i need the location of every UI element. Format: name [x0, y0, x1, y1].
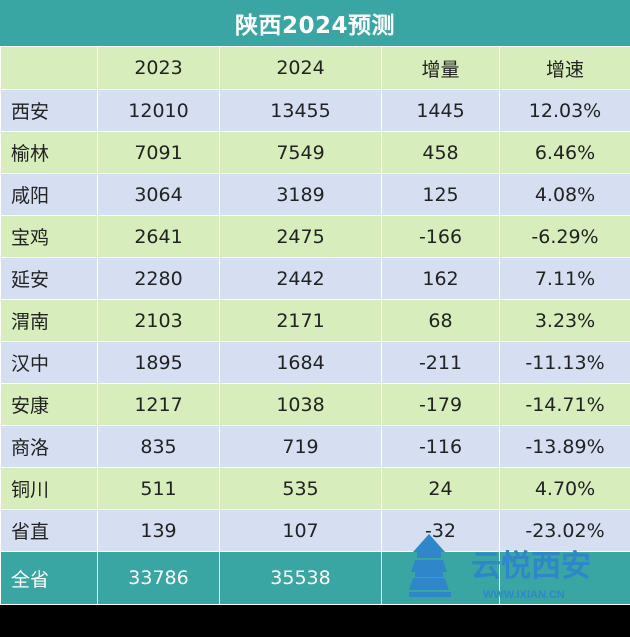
header-cell-growth: 增速	[499, 46, 630, 90]
table-frame: 陕西2024预测 2023 2024 增量 增速 西安 12010 13455 144…	[0, 0, 630, 605]
growth-rate-cell: 3.23%	[499, 299, 630, 342]
increase-cell: 458	[381, 131, 500, 174]
watermark-logo: WWW.IXIAN.CN 云悦西安	[409, 534, 591, 601]
value-2024-cell: 535	[219, 467, 382, 510]
forecast-table: 2023 2024 增量 增速 西安 12010 13455 1445 12.03% 榆林…	[0, 46, 630, 605]
header-cell-2024: 2024	[219, 46, 382, 90]
growth-rate-cell: -14.71%	[499, 383, 630, 426]
growth-rate-cell: 4.08%	[499, 173, 630, 216]
total-2023-cell: 33786	[97, 551, 220, 605]
watermark-url: WWW.IXIAN.CN	[483, 589, 565, 601]
growth-rate-cell: -6.29%	[499, 215, 630, 258]
value-2023-cell: 139	[97, 509, 220, 552]
table-row: 西安 12010 13455 1445 12.03%	[0, 89, 630, 132]
increase-cell: 125	[381, 173, 500, 216]
value-2023-cell: 2280	[97, 257, 220, 300]
growth-rate-cell: 7.11%	[499, 257, 630, 300]
value-2023-cell: 835	[97, 425, 220, 468]
title-bar: 陕西2024预测	[0, 0, 630, 46]
value-2023-cell: 511	[97, 467, 220, 510]
total-growth-cell	[499, 551, 630, 605]
region-cell: 延安	[0, 257, 98, 300]
table-row: 咸阳 3064 3189 125 4.08%	[0, 173, 630, 216]
table-row: 汉中 1895 1684 -211 -11.13%	[0, 341, 630, 384]
region-cell: 咸阳	[0, 173, 98, 216]
value-2023-cell: 1895	[97, 341, 220, 384]
growth-rate-cell: 12.03%	[499, 89, 630, 132]
watermark-brand-text: 云悦西安	[471, 549, 591, 584]
increase-cell: 24	[381, 467, 500, 510]
header-cell-blank	[0, 46, 98, 90]
value-2024-cell: 13455	[219, 89, 382, 132]
region-cell: 安康	[0, 383, 98, 426]
value-2024-cell: 1684	[219, 341, 382, 384]
region-cell: 西安	[0, 89, 98, 132]
value-2023-cell: 1217	[97, 383, 220, 426]
value-2024-cell: 719	[219, 425, 382, 468]
table-row: 渭南 2103 2171 68 3.23%	[0, 299, 630, 342]
black-bottom-bar	[0, 605, 630, 637]
tower-icon	[409, 534, 451, 597]
value-2023-cell: 7091	[97, 131, 220, 174]
increase-cell: -166	[381, 215, 500, 258]
value-2024-cell: 107	[219, 509, 382, 552]
value-2023-cell: 12010	[97, 89, 220, 132]
value-2023-cell: 2103	[97, 299, 220, 342]
growth-rate-cell: -23.02%	[499, 509, 630, 552]
region-cell: 商洛	[0, 425, 98, 468]
table-row: 宝鸡 2641 2475 -166 -6.29%	[0, 215, 630, 258]
region-cell: 铜川	[0, 467, 98, 510]
growth-rate-cell: -13.89%	[499, 425, 630, 468]
value-2023-cell: 3064	[97, 173, 220, 216]
value-2024-cell: 3189	[219, 173, 382, 216]
growth-rate-cell: 6.46%	[499, 131, 630, 174]
value-2024-cell: 2475	[219, 215, 382, 258]
value-2024-cell: 7549	[219, 131, 382, 174]
increase-cell: 1445	[381, 89, 500, 132]
value-2024-cell: 1038	[219, 383, 382, 426]
increase-cell: -211	[381, 341, 500, 384]
value-2024-cell: 2442	[219, 257, 382, 300]
increase-cell: -32	[381, 509, 500, 552]
region-cell: 宝鸡	[0, 215, 98, 258]
increase-cell: 68	[381, 299, 500, 342]
header-cell-2023: 2023	[97, 46, 220, 90]
table-row: 商洛 835 719 -116 -13.89%	[0, 425, 630, 468]
table-row: 安康 1217 1038 -179 -14.71%	[0, 383, 630, 426]
total-2024-cell: 35538	[219, 551, 382, 605]
table-row: 延安 2280 2442 162 7.11%	[0, 257, 630, 300]
increase-cell: 162	[381, 257, 500, 300]
table-row: 省直 139 107 -32 -23.02%	[0, 509, 630, 552]
region-cell: 汉中	[0, 341, 98, 384]
table-row: 铜川 511 535 24 4.70%	[0, 467, 630, 510]
page-title: 陕西2024预测	[234, 13, 395, 39]
total-label-cell: 全省	[0, 551, 98, 605]
value-2023-cell: 2641	[97, 215, 220, 258]
value-2024-cell: 2171	[219, 299, 382, 342]
region-cell: 榆林	[0, 131, 98, 174]
region-cell: 省直	[0, 509, 98, 552]
table-row: 榆林 7091 7549 458 6.46%	[0, 131, 630, 174]
increase-cell: -179	[381, 383, 500, 426]
growth-rate-cell: -11.13%	[499, 341, 630, 384]
total-row: 全省 33786 35538	[0, 551, 630, 605]
header-cell-increase: 增量	[381, 46, 500, 90]
increase-cell: -116	[381, 425, 500, 468]
header-row: 2023 2024 增量 增速	[0, 46, 630, 90]
region-cell: 渭南	[0, 299, 98, 342]
growth-rate-cell: 4.70%	[499, 467, 630, 510]
